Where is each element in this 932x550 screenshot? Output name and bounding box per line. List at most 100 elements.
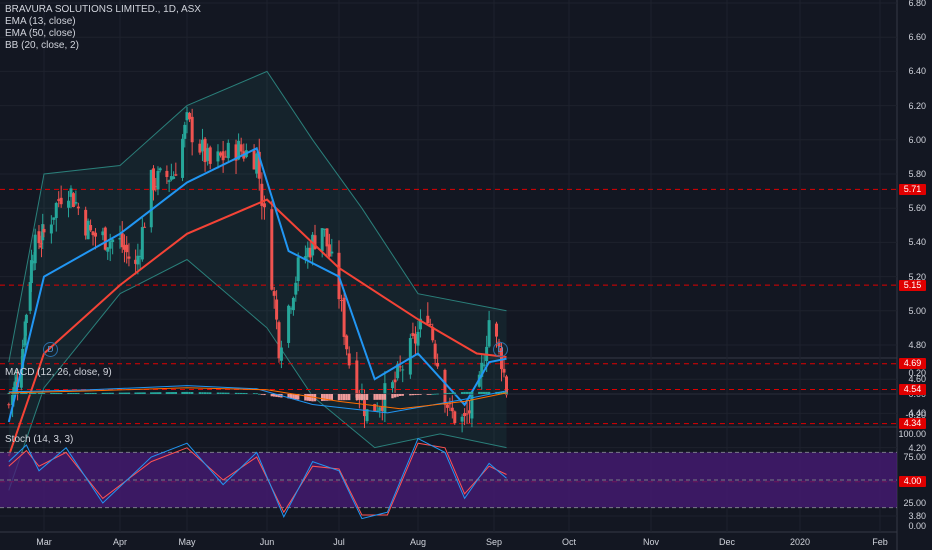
price-level-tag: 5.71 [899,183,926,195]
candle-body [482,364,486,366]
candle-body [11,395,15,406]
ema13-line [7,146,507,423]
dividend-marker-1[interactable]: D [43,342,58,357]
candle-body [37,231,41,244]
candle-body [411,333,415,337]
macd-histogram-bar [7,392,10,394]
macd-histogram-bar [429,394,432,395]
candle-body [118,237,122,240]
candle-body [450,407,454,412]
macd-histogram-bar [482,391,486,394]
candle-body [308,247,312,258]
stoch-legend[interactable]: Stoch (14, 3, 3) [5,434,74,445]
macd-histogram-bar [347,394,351,401]
macd-histogram-bar [101,392,105,394]
macd-histogram-bar [426,394,430,395]
price-axis-label: 5.00 [908,305,926,316]
macd-histogram-bar [342,394,346,401]
stoch-axis-label: 75.00 [903,452,926,462]
price-axis-label: 6.80 [908,0,926,8]
candle-body [443,369,447,405]
candle-body [140,227,144,260]
candle-body [279,347,283,361]
macd-legend[interactable]: MACD (12, 26, close, 9) [5,367,112,378]
candle-body [378,407,382,411]
candle-body [86,220,90,240]
macd-histogram-bar [136,392,140,394]
macd-line [8,385,507,414]
macd-histogram-bar [121,392,124,394]
time-axis-label: Jul [333,537,345,547]
candle-body [239,144,243,152]
macd-histogram-bar [154,392,157,394]
candle-body [71,193,75,208]
macd-histogram-bar [391,394,394,399]
candle-body [69,188,73,197]
candle-body [38,245,42,247]
candle-body [294,282,298,295]
macd-histogram-bar [487,391,491,394]
macd-histogram-bar [260,394,264,395]
candle-body [303,256,307,260]
macd-histogram-bar [156,392,160,394]
macd-histogram-bar [67,392,70,394]
time-axis-label: Dec [718,537,736,547]
macd-histogram-bar [345,394,348,401]
macd-histogram-bar [22,392,26,394]
dividend-marker-2[interactable]: D [493,342,508,357]
candle-body [74,202,78,204]
candle-body [208,147,212,164]
macd-histogram-bar [118,392,122,394]
macd-histogram-bar [77,392,80,394]
candle-body [149,169,153,228]
macd-histogram-bar [167,392,171,394]
candle-body [221,151,225,161]
macd-histogram-bar [237,392,240,394]
candle-body [152,168,155,191]
candle-body [260,183,264,206]
ema50-legend[interactable]: EMA (50, close) [5,28,76,39]
candle-body [224,156,228,158]
macd-histogram-bar [323,394,326,401]
candle-body [219,152,223,156]
macd-histogram-bar [170,392,173,394]
candle-body [436,362,440,367]
candle-body [143,226,147,228]
time-axis-label: Aug [409,537,427,547]
macd-histogram-bar [443,393,447,394]
macd-histogram-bar [263,394,266,396]
macd-histogram-bar [198,392,202,394]
macd-histogram-bar [183,391,186,394]
time-axis-label: Feb [872,537,888,547]
candle-body [465,413,469,415]
macd-histogram-bar [57,392,60,394]
bb-legend[interactable]: BB (20, close, 2) [5,40,79,51]
candle-body [59,197,63,205]
macd-histogram-bar [86,392,90,394]
candle-body [29,260,33,284]
macd-histogram-bar [273,394,276,397]
candle-body [463,412,467,417]
ema13-legend[interactable]: EMA (13, close) [5,16,76,27]
macd-histogram-bar [21,392,24,394]
candle-body [480,362,484,377]
symbol-title[interactable]: BRAVURA SOLUTIONS LIMITED., 1D, ASX [5,4,201,15]
candle-body [7,404,11,406]
stoch-k-line [8,437,507,520]
macd-histogram-bar [306,394,309,401]
macd-histogram-bar [245,393,248,394]
price-axis-label: 5.40 [908,237,926,248]
macd-histogram-bar [419,394,422,395]
macd-histogram-bar [436,393,439,395]
candle-body [255,153,259,174]
macd-histogram-bar [446,393,449,394]
candle-body [138,255,142,258]
candle-body [33,234,37,264]
time-axis-label: Jun [259,537,275,547]
macd-histogram-bar [277,394,281,398]
candle-body [396,364,400,379]
macd-histogram-bar [258,393,261,395]
candle-body [495,323,498,337]
